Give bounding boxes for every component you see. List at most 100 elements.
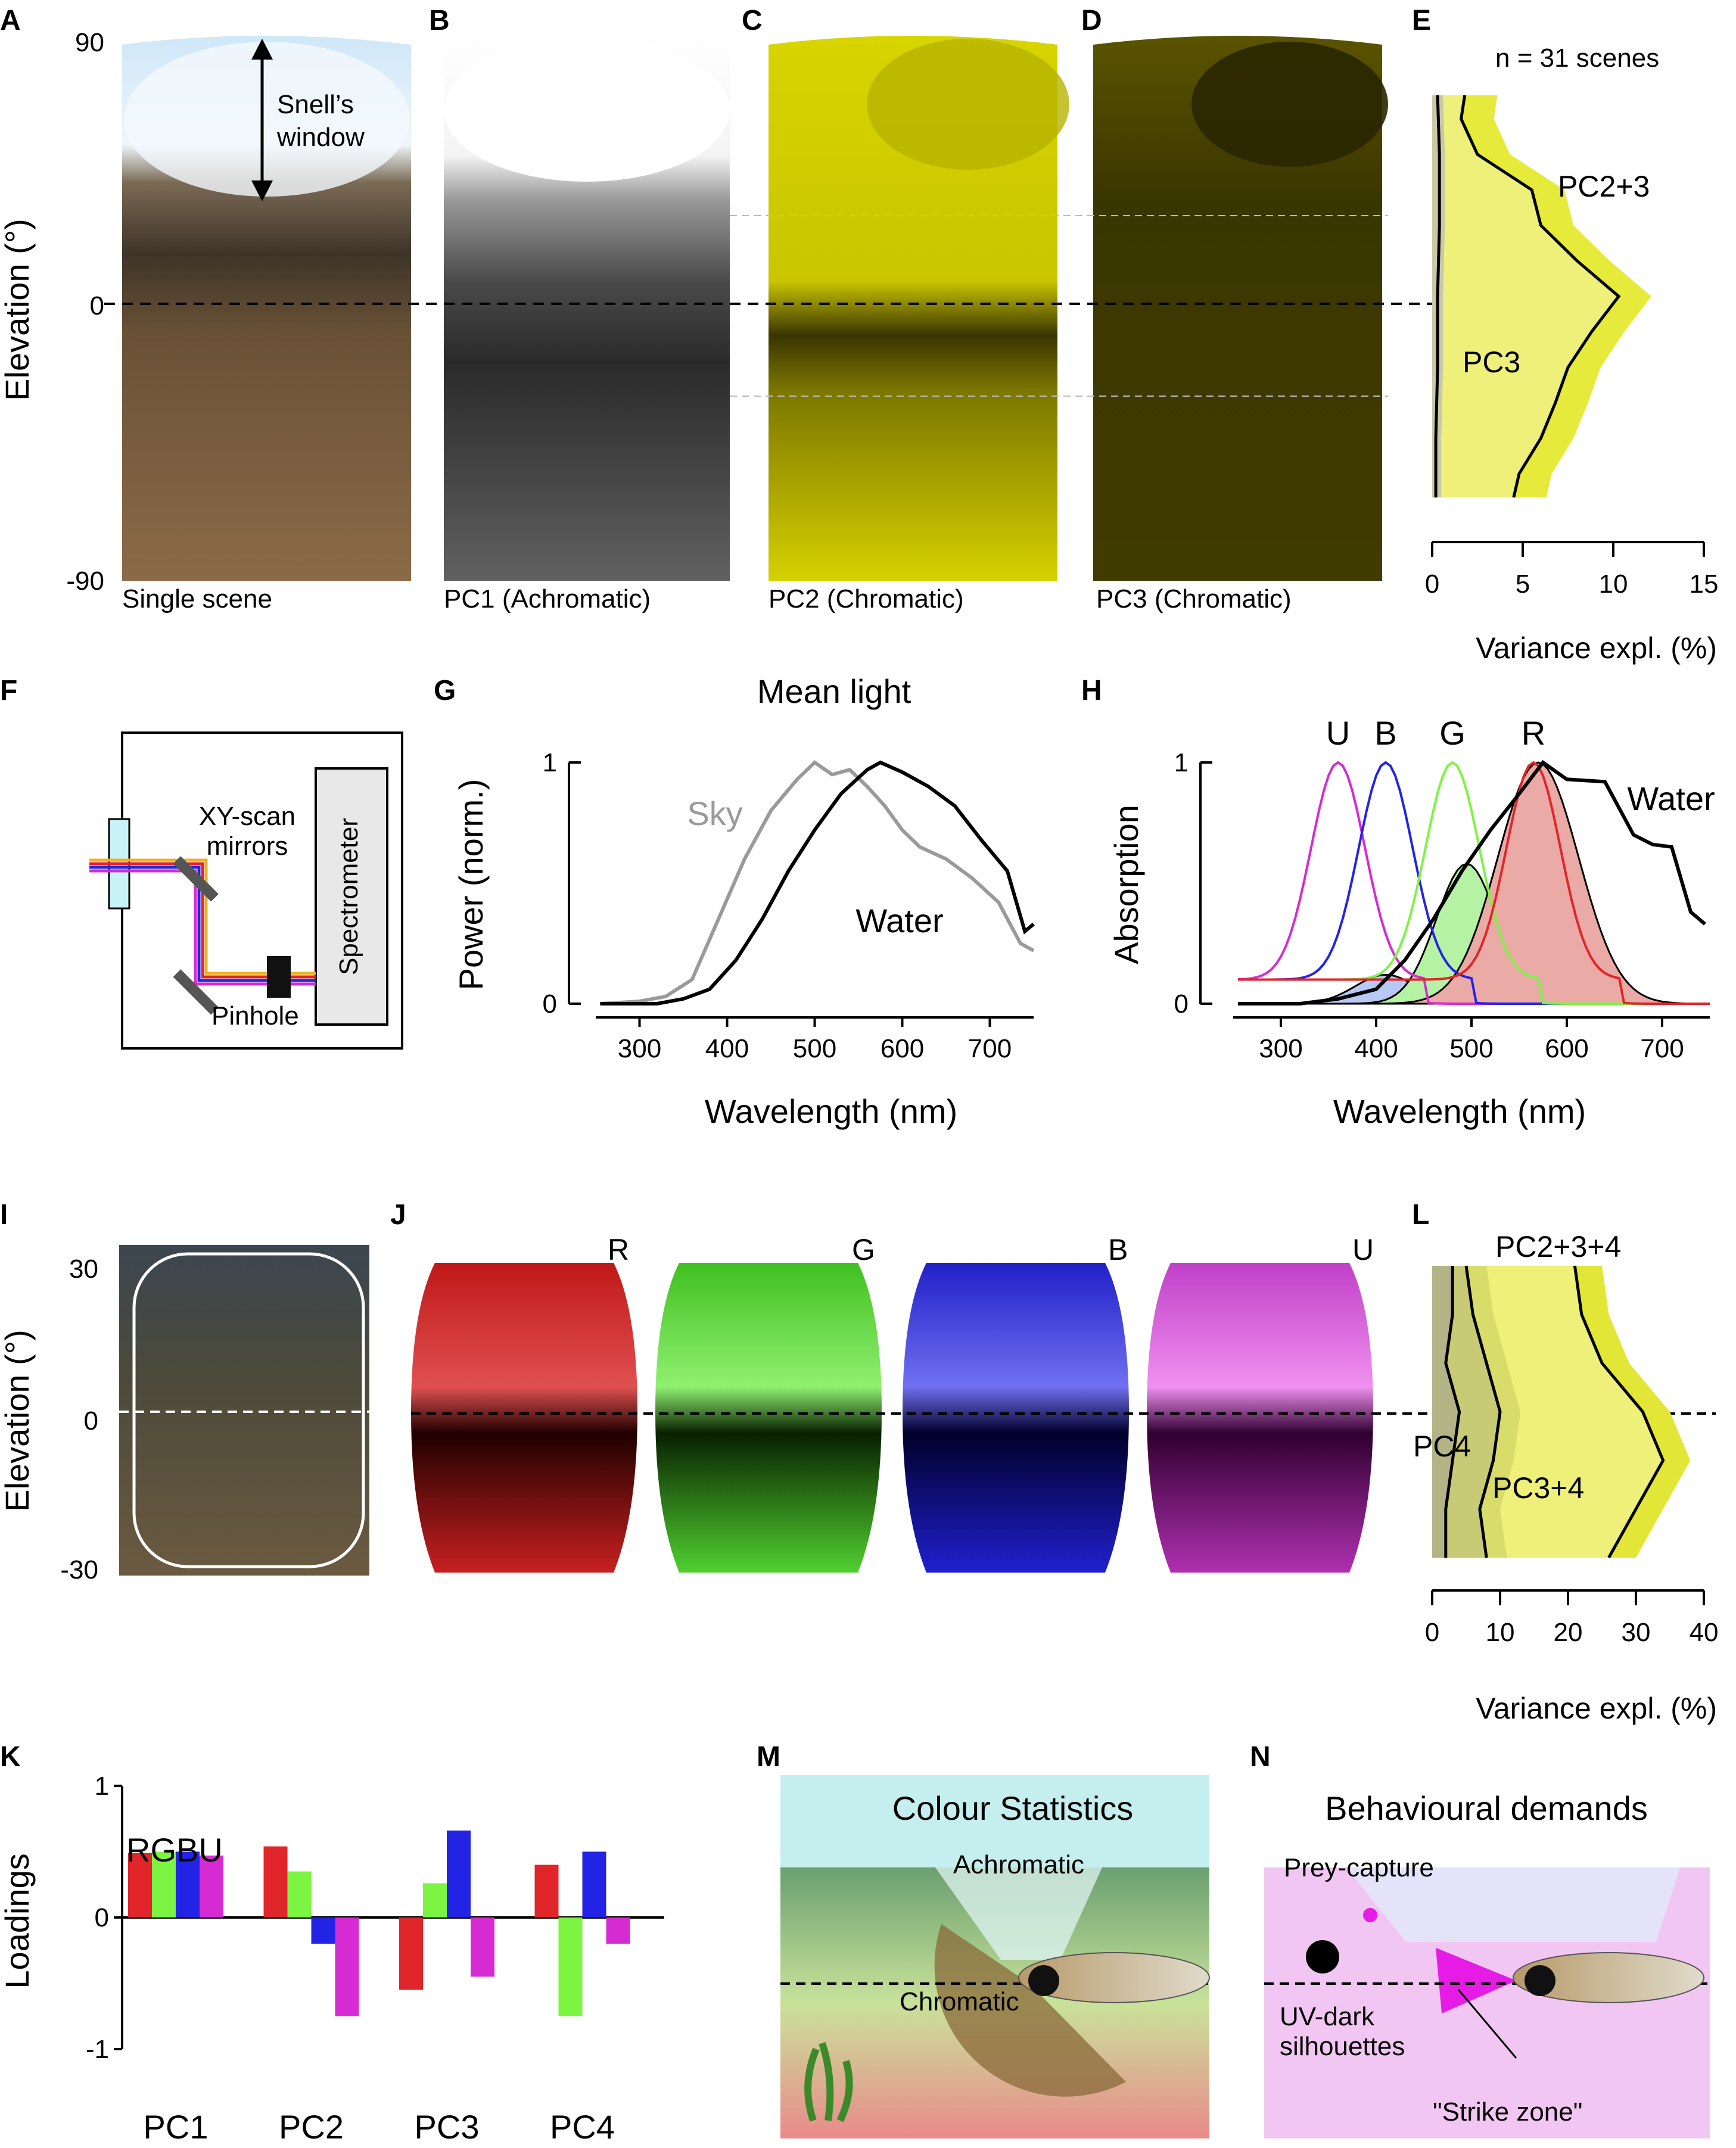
annotation: UV-dark xyxy=(1280,2002,1375,2031)
spectrum-plot: 0 1 300 400 500 600 700 Sky Water xyxy=(543,748,1035,1063)
panel-m: M Colour Statistics Achromatic Chromatic xyxy=(757,1741,1210,2138)
cone-label: U xyxy=(1326,714,1350,752)
pc3-image xyxy=(1093,36,1382,581)
light-path xyxy=(89,862,316,979)
prey-icon xyxy=(1363,1908,1377,1922)
y-tick: 0 xyxy=(84,1406,98,1436)
bar-B-PC4 xyxy=(582,1851,606,1917)
panel-k: K Loadings 1 0 -1 PC1 PC2 PC3 PC4 RGBU xyxy=(0,1741,664,2146)
x-tick-label: 300 xyxy=(1259,1034,1302,1063)
bar-R-PC1 xyxy=(128,1853,152,1917)
y-tick-label: -1 xyxy=(86,2035,109,2064)
arrow-head-up xyxy=(251,39,273,60)
arrow-head-down xyxy=(251,180,273,201)
cone-label: R xyxy=(1522,714,1545,752)
panel-label: D xyxy=(1081,5,1102,36)
x-axis-label: Variance expl. (%) xyxy=(1476,1692,1717,1725)
variance-plot xyxy=(1432,95,1651,498)
y-tick-label: 0 xyxy=(543,989,557,1019)
bar-U-PC1 xyxy=(200,1856,223,1917)
panel-label: K xyxy=(0,1741,21,1773)
bar-U-PC3 xyxy=(471,1917,494,1977)
x-tick-label: 300 xyxy=(618,1034,661,1063)
legend-label: RGBU xyxy=(126,1831,223,1869)
panel-label: G xyxy=(434,675,456,706)
panel-n: N Behavioural demands Prey-capture UV-da… xyxy=(1250,1741,1710,2138)
bar-G-PC2 xyxy=(287,1871,312,1917)
variance-band-PC4 xyxy=(1432,1266,1460,1558)
y-tick: -30 xyxy=(60,1555,98,1584)
channel-label: G xyxy=(852,1233,875,1266)
plant-icon xyxy=(804,2042,853,2122)
series-label: PC2+3 xyxy=(1558,170,1650,203)
x-tick-label: 600 xyxy=(1545,1034,1588,1063)
pinhole-label: Pinhole xyxy=(211,1001,299,1031)
chromatic-sector xyxy=(934,1924,1126,2097)
y-tick-label: 1 xyxy=(1174,748,1189,777)
x-tick-label: 10 xyxy=(1486,1618,1515,1647)
water-spectrum xyxy=(1238,759,1706,1005)
strike-zone-fill xyxy=(1436,1948,1516,2013)
category-label: PC4 xyxy=(550,2108,615,2145)
mirror-label: mirrors xyxy=(207,832,288,861)
series-line-PC3+4 xyxy=(1464,1265,1502,1558)
x-tick-label: 15 xyxy=(1690,569,1719,599)
pc2-image xyxy=(769,36,1057,581)
panel-i: I Elevation (°) 30 0 -30 xyxy=(0,1199,369,1584)
dark-region xyxy=(1191,42,1388,167)
x-tick-label: 600 xyxy=(881,1034,924,1063)
panel-label: M xyxy=(757,1741,780,1773)
bar-B-PC1 xyxy=(176,1851,200,1917)
panel-label: E xyxy=(1412,5,1431,36)
series-label: Water xyxy=(1627,780,1715,817)
panel-label: L xyxy=(1412,1199,1429,1231)
scan-region-outline xyxy=(132,1252,365,1568)
variance-band-inner xyxy=(1432,95,1619,498)
y-axis-label: Loadings xyxy=(0,1853,36,1988)
bar-R-PC4 xyxy=(534,1864,559,1917)
bar-B-PC3 xyxy=(447,1831,471,1917)
x-ticks: 0 5 10 15 xyxy=(1425,542,1719,599)
red-channel-map xyxy=(411,1263,637,1573)
chart-title: Mean light xyxy=(757,673,911,710)
cone-label: B xyxy=(1374,714,1396,752)
green-channel-map xyxy=(655,1263,882,1573)
category-label: PC3 xyxy=(415,2108,480,2145)
larva-icon xyxy=(1513,1952,1704,2003)
y-tick-label: 1 xyxy=(95,1772,109,1801)
annotation: silhouettes xyxy=(1280,2032,1405,2061)
panel-f: F Spectrometer XY-scan mirrors Pinhole xyxy=(0,675,403,1050)
x-axis-label: Variance expl. (%) xyxy=(1476,631,1717,665)
x-tick-label: 0 xyxy=(1425,1618,1439,1647)
panel-e: E n = 31 scenes 0 5 10 15 Variance expl. (%… xyxy=(1412,5,1718,665)
light-path xyxy=(89,869,316,986)
y-tick: 30 xyxy=(69,1254,98,1284)
blue-channel-map xyxy=(903,1263,1129,1573)
y-tick: -90 xyxy=(66,566,104,596)
y-tick-label: 0 xyxy=(1174,989,1189,1019)
absorption-plot: 0 1 300 400 500 600 700 U B G R Water xyxy=(1174,714,1715,1063)
variance-plot xyxy=(1432,1265,1691,1559)
eye-icon xyxy=(1525,1965,1555,1996)
series-line-Sky xyxy=(600,760,1035,1005)
panel-b: B PC1 (Achromatic) xyxy=(429,5,730,614)
bar-U-PC4 xyxy=(606,1917,630,1944)
loadings-bar-chart: 1 0 -1 PC1 PC2 PC3 PC4 xyxy=(86,1772,664,2146)
silhouette-icon xyxy=(1306,1940,1339,1973)
x-tick-label: 700 xyxy=(1640,1034,1684,1063)
mirror-icon xyxy=(173,969,219,1015)
series-label: Water xyxy=(855,902,943,939)
x-tick-label: 5 xyxy=(1516,569,1530,599)
panel-a: A 90 0 -90 Elevation (°) Snell’s window … xyxy=(0,5,411,614)
x-axis-label: Wavelength (nm) xyxy=(1333,1092,1586,1130)
y-axis-label: Elevation (°) xyxy=(0,219,36,401)
larva-icon xyxy=(1018,1952,1210,2003)
series-line-PC2+3+4 xyxy=(1573,1265,1665,1559)
leader-line xyxy=(1457,1989,1517,2059)
panel-g: G Mean light Power (norm.) 0 1 300 400 500 60… xyxy=(434,673,1035,1130)
bar-U-PC2 xyxy=(335,1917,359,2016)
x-tick-label: 40 xyxy=(1690,1618,1719,1647)
channel-label: R xyxy=(608,1233,629,1266)
